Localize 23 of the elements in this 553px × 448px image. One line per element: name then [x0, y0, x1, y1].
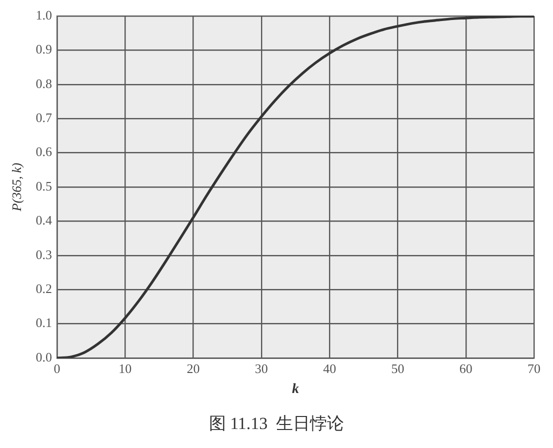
x-tick-label: 30 [254, 361, 268, 376]
x-axis-title: k [292, 382, 299, 398]
y-tick-label: 1.0 [36, 7, 52, 22]
y-tick-label: 0.4 [36, 212, 52, 228]
x-tick-label: 10 [118, 361, 132, 376]
y-tick-label: 0.0 [36, 349, 52, 364]
x-tick-label: 20 [186, 361, 200, 376]
x-tick-label: 0 [54, 361, 60, 376]
y-tick-label: 0.1 [36, 315, 52, 330]
y-tick-label: 0.7 [36, 110, 52, 126]
y-tick-label: 0.9 [36, 42, 52, 57]
y-tick-label: 0.3 [36, 246, 52, 262]
x-tick-label: 40 [323, 361, 336, 376]
y-axis-title: P(365, k) [9, 162, 24, 212]
y-tick-label: 0.5 [36, 178, 52, 194]
y-tick-label: 0.6 [36, 144, 52, 160]
x-tick-label: 50 [391, 361, 404, 376]
y-tick-label: 0.2 [36, 281, 52, 296]
y-tick-label: 0.8 [36, 76, 52, 91]
x-tick-label: 60 [459, 361, 472, 376]
line-series [57, 16, 534, 358]
x-tick-label: 70 [528, 361, 540, 376]
caption: 图 11.13 生日悖论 [208, 413, 346, 435]
